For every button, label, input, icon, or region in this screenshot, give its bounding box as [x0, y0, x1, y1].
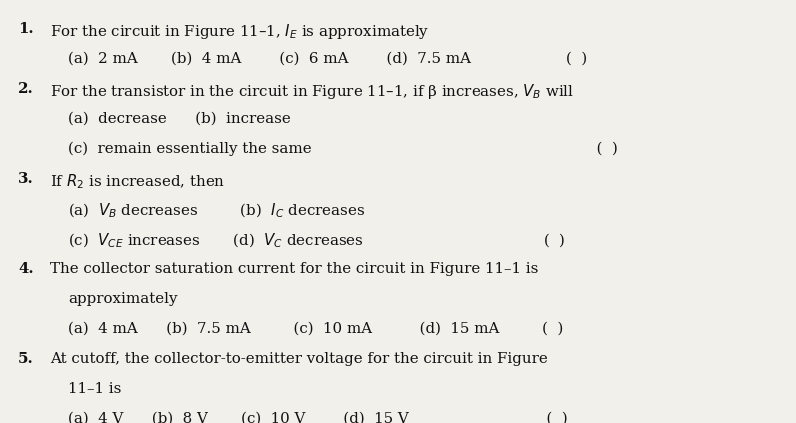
Text: 1.: 1.: [18, 22, 33, 36]
Text: (a)  4 mA      (b)  7.5 mA         (c)  10 mA          (d)  15 mA         (  ): (a) 4 mA (b) 7.5 mA (c) 10 mA (d) 15 mA …: [68, 322, 564, 336]
Text: For the circuit in Figure 11–1, $I_E$ is approximately: For the circuit in Figure 11–1, $I_E$ is…: [50, 22, 429, 41]
Text: For the transistor in the circuit in Figure 11–1, if β increases, $V_B$ will: For the transistor in the circuit in Fig…: [50, 82, 574, 101]
Text: (a)  4 V      (b)  8 V       (c)  10 V        (d)  15 V                         : (a) 4 V (b) 8 V (c) 10 V (d) 15 V: [68, 412, 568, 423]
Text: The collector saturation current for the circuit in Figure 11–1 is: The collector saturation current for the…: [50, 262, 538, 276]
Text: If $R_2$ is increased, then: If $R_2$ is increased, then: [50, 172, 225, 191]
Text: 3.: 3.: [18, 172, 33, 186]
Text: At cutoff, the collector-to-emitter voltage for the circuit in Figure: At cutoff, the collector-to-emitter volt…: [50, 352, 548, 366]
Text: 2.: 2.: [18, 82, 33, 96]
Text: (c)  remain essentially the same                                                : (c) remain essentially the same: [68, 142, 618, 157]
Text: (a)  decrease      (b)  increase: (a) decrease (b) increase: [68, 112, 291, 126]
Text: 4.: 4.: [18, 262, 33, 276]
Text: (a)  $V_B$ decreases         (b)  $I_C$ decreases: (a) $V_B$ decreases (b) $I_C$ decreases: [68, 202, 365, 220]
Text: 5.: 5.: [18, 352, 33, 366]
Text: 11–1 is: 11–1 is: [68, 382, 121, 396]
Text: approximately: approximately: [68, 292, 178, 306]
Text: (a)  2 mA       (b)  4 mA        (c)  6 mA        (d)  7.5 mA                   : (a) 2 mA (b) 4 mA (c) 6 mA (d) 7.5 mA: [68, 52, 587, 66]
Text: (c)  $V_{CE}$ increases       (d)  $V_C$ decreases                              : (c) $V_{CE}$ increases (d) $V_C$ decreas…: [68, 232, 566, 250]
